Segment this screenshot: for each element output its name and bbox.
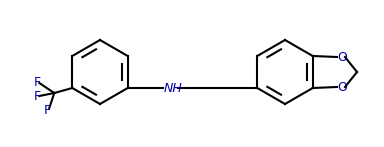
Text: F: F bbox=[44, 103, 51, 117]
Text: F: F bbox=[34, 76, 41, 88]
Text: F: F bbox=[34, 90, 41, 102]
Text: NH: NH bbox=[163, 81, 182, 95]
Text: O: O bbox=[337, 51, 347, 64]
Text: O: O bbox=[337, 81, 347, 93]
